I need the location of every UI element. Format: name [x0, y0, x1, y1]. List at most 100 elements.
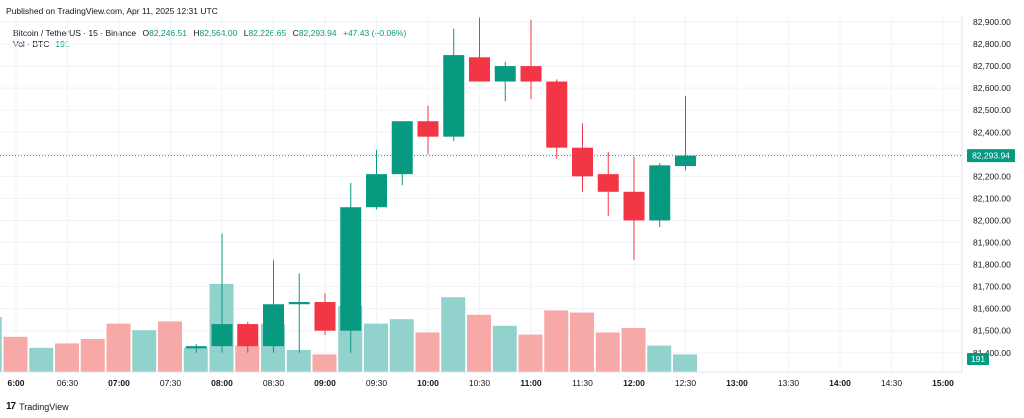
candle [391, 121, 413, 186]
y-tick-label: 81,400.00 [973, 348, 1011, 358]
brand-label: TradingView [19, 401, 69, 412]
candle-body [649, 165, 671, 221]
chart-grid [0, 15, 962, 372]
y-tick-label: 81,800.00 [973, 260, 1011, 270]
axis-markers: 82,293.94 191 [0, 149, 1015, 365]
x-tick-label: 06:30 [57, 378, 79, 388]
candle-body [469, 57, 490, 82]
x-tick-label: 12:00 [623, 378, 645, 388]
y-tick-label: 81,900.00 [973, 238, 1011, 248]
volume-bar [647, 345, 672, 372]
candle-body [314, 302, 336, 331]
x-tick-label: 6:00 [7, 378, 24, 388]
volume-bar [544, 310, 569, 372]
change-value: +47.43 (+0.06%) [342, 28, 407, 38]
candle-body [572, 147, 593, 177]
candle [649, 163, 671, 228]
candle-body [623, 191, 645, 221]
candle [288, 273, 310, 353]
y-tick-label: 81,600.00 [973, 304, 1011, 314]
x-tick-label: 07:00 [108, 378, 130, 388]
tradingview-logo-icon: 17 [6, 401, 16, 412]
x-tick-label: 14:00 [829, 378, 851, 388]
candle-body [340, 207, 362, 331]
open-label: O [142, 28, 150, 38]
tradingview-brand[interactable]: 17 TradingView [6, 401, 69, 412]
candle [263, 260, 284, 353]
y-tick-label: 82,000.00 [973, 215, 1011, 225]
time-axis: 6:00 06:30 07:00 07:30 08:00 08:30 09:00 09:30 1… [7, 378, 954, 388]
candle-body [494, 66, 516, 82]
volume-bar [55, 343, 79, 372]
x-tick-label: 08:00 [211, 378, 233, 388]
open-value: 82,246.51 [149, 28, 187, 38]
volume-bar [106, 323, 131, 372]
candle [597, 152, 619, 217]
volume-bar [0, 317, 2, 372]
x-tick-label: 12:30 [675, 378, 697, 388]
candle [366, 149, 387, 210]
y-tick-label: 82,700.00 [973, 61, 1011, 71]
x-tick-label: 15:00 [932, 378, 954, 388]
candle-body [263, 304, 284, 347]
symbol-legend: Bitcoin / TetherUS · 15 · Binance O82,24… [13, 26, 406, 40]
volume-bar [441, 297, 466, 372]
low-label: L [243, 28, 249, 38]
candle [675, 96, 696, 171]
y-tick-label: 81,500.00 [973, 326, 1011, 336]
volume-bar [132, 330, 157, 372]
volume-bars [0, 284, 697, 372]
candle-body [417, 121, 439, 137]
y-tick-label: 81,700.00 [973, 282, 1011, 292]
volume-bar [364, 323, 388, 372]
last-price-marker [967, 149, 1015, 163]
candle [417, 105, 439, 155]
close-label: C [292, 28, 299, 38]
volume-bar [158, 321, 182, 372]
volume-bar [29, 347, 54, 372]
volume-bar [467, 314, 491, 372]
high-label: H [193, 28, 200, 38]
candle [546, 79, 568, 159]
x-tick-label: 14:30 [881, 378, 903, 388]
volume-marker-label: 191 [971, 354, 985, 364]
volume-bar [415, 332, 440, 372]
y-tick-label: 82,400.00 [973, 127, 1011, 137]
candlesticks [185, 17, 696, 353]
last-price-label: 82,293.94 [972, 151, 1010, 161]
y-tick-label: 82,100.00 [973, 193, 1011, 203]
high-value: 82,564.00 [199, 28, 238, 38]
volume-bar [621, 328, 646, 372]
volume-bar [595, 332, 620, 372]
volume-bar [518, 334, 543, 372]
x-tick-label: 11:30 [572, 378, 593, 388]
candle-body [675, 155, 696, 167]
candle-body [546, 81, 568, 148]
x-tick-label: 09:00 [314, 378, 336, 388]
volume-bar [286, 350, 311, 372]
price-axis: 82,900.00 82,800.00 82,700.00 82,600.00 82,5… [973, 17, 1011, 358]
candle-body [597, 174, 619, 192]
close-value: 82,293.94 [298, 28, 337, 38]
candle-body [391, 121, 413, 175]
x-tick-label: 13:30 [778, 378, 800, 388]
candle [623, 156, 645, 261]
candle [185, 343, 207, 353]
candle [572, 123, 593, 192]
low-value: 82,226.65 [248, 28, 287, 38]
x-tick-label: 10:00 [417, 378, 439, 388]
y-tick-label: 82,600.00 [973, 83, 1011, 93]
candle-body [211, 324, 233, 347]
volume-bar [80, 339, 105, 372]
volume-bar [389, 319, 414, 372]
x-tick-label: 13:00 [726, 378, 748, 388]
symbol-name: Bitcoin / TetherUS · 15 · Binance [13, 28, 137, 38]
y-tick-label: 82,900.00 [973, 17, 1011, 27]
candle-body [520, 66, 542, 82]
candle-body [185, 346, 207, 349]
x-tick-label: 11:00 [520, 378, 542, 388]
candle [314, 293, 336, 336]
published-note: Published on TradingView.com, Apr 11, 20… [6, 6, 218, 16]
candle [443, 28, 465, 142]
